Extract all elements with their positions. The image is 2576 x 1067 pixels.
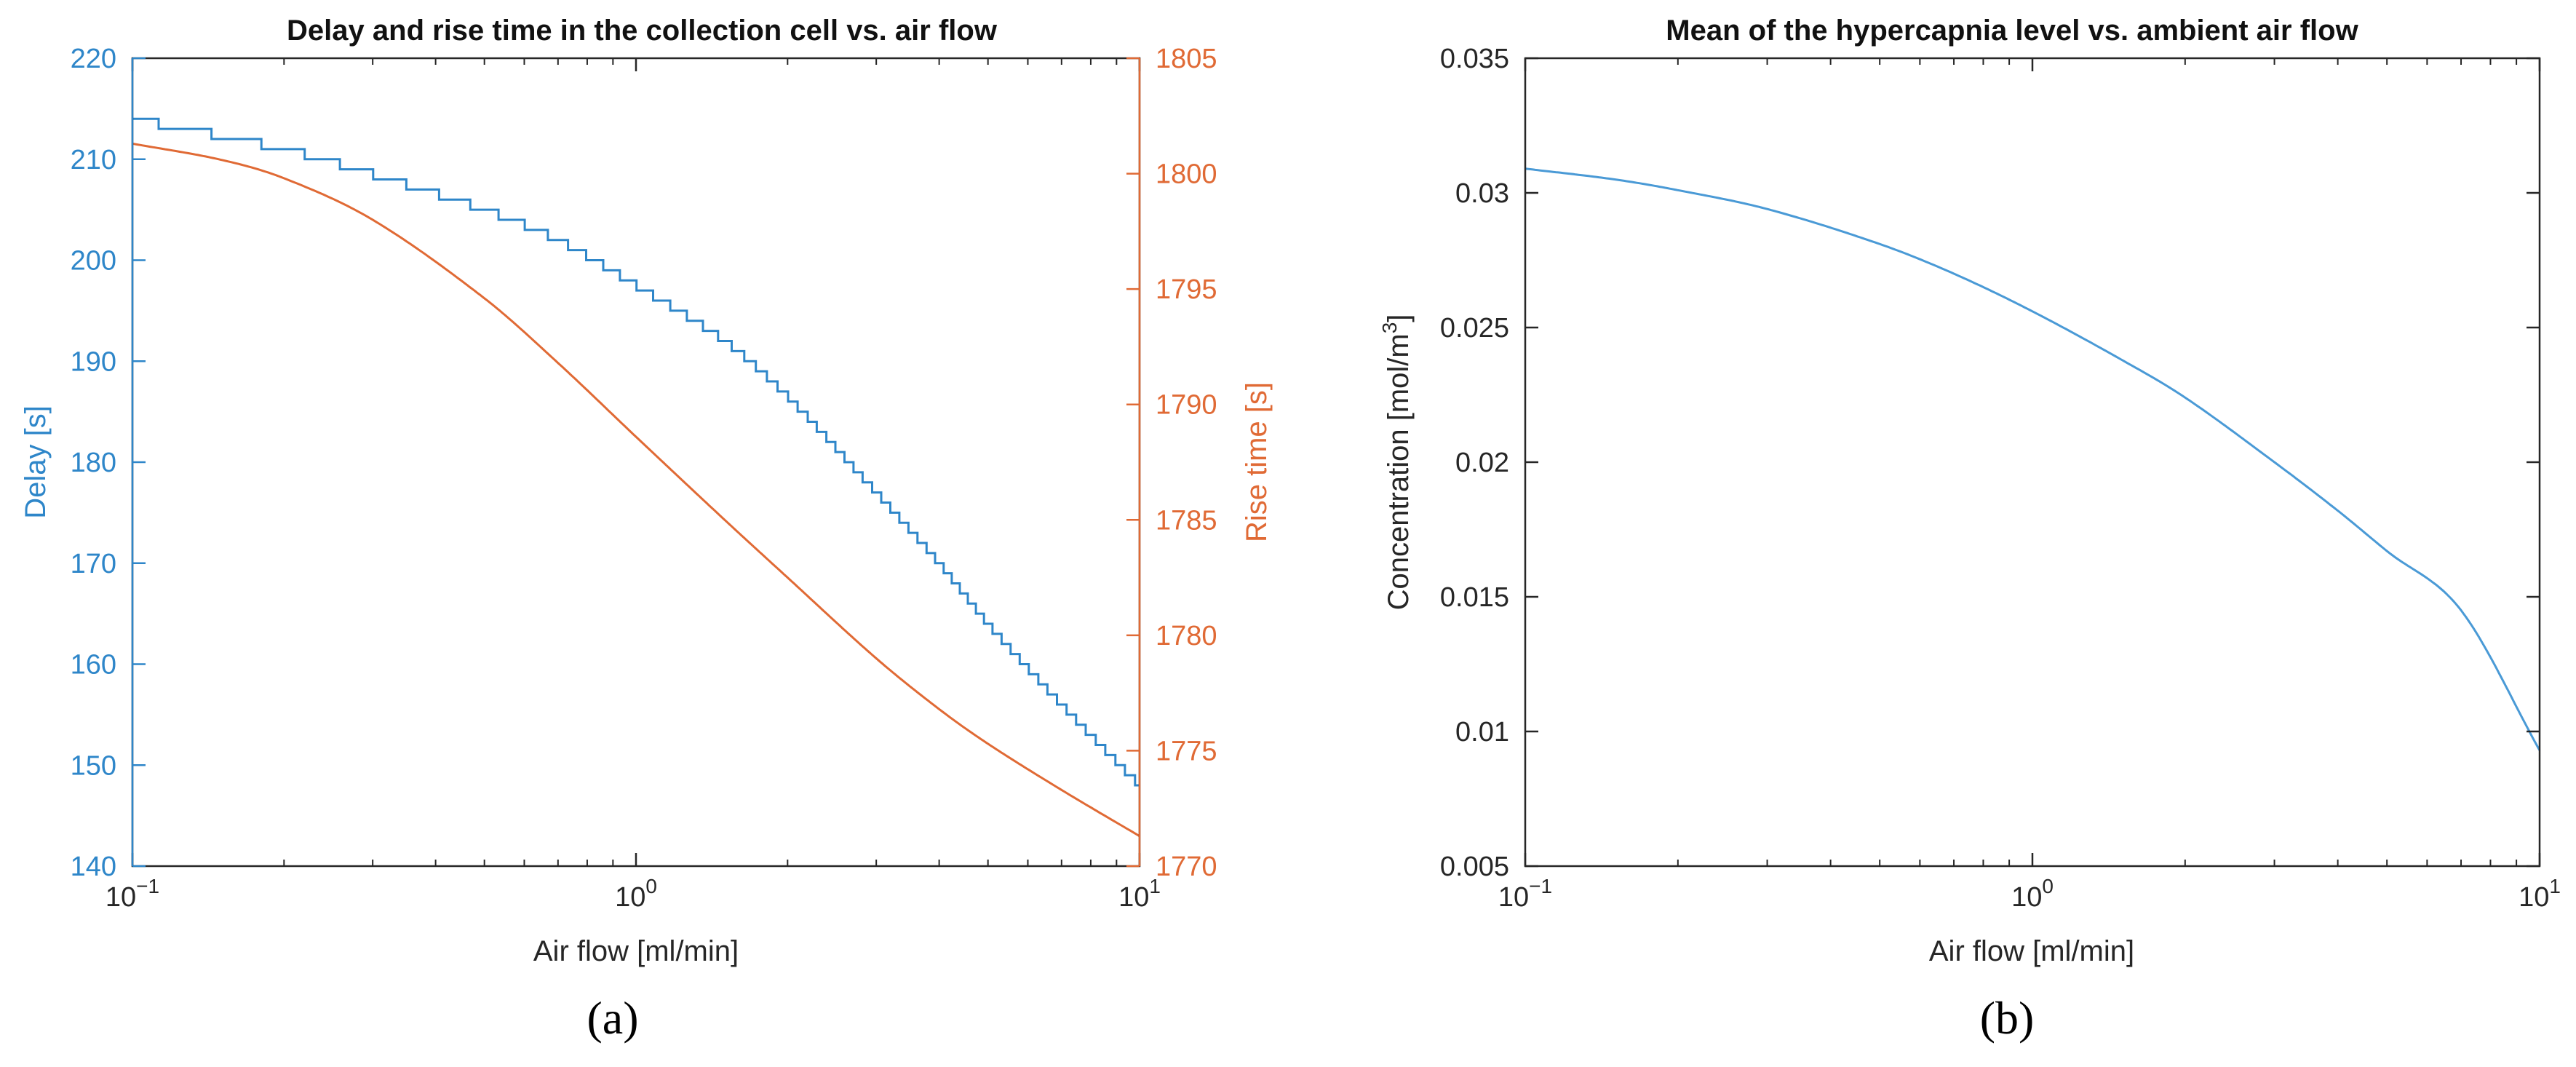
chart-b-series-group [1524,167,2541,751]
chart-a-x-tick-exp: −1 [136,875,159,897]
chart-b-x-tick-base: 10 [2011,882,2042,913]
chart-a-x-tick-label: 10−1 [106,875,159,913]
chart-a-left-y-tick-label: 190 [71,346,116,377]
chart-b-concentration-line [1524,167,2541,751]
chart-a-right-y-tick-label: 1770 [1156,852,1217,882]
chart-b-ticks: 10−1 100 1010.0050.010.0150.020.0250.030.0… [1440,44,2561,913]
chart-a-x-tick-label: 100 [615,875,657,913]
chart-b-plot-frame [1524,57,2541,868]
chart-a-left-y-tick-label: 170 [71,549,116,579]
chart-a-right-y-tick-label: 1785 [1156,505,1217,536]
chart-a-right-y-tick-label: 1805 [1156,44,1217,74]
chart-a-x-tick-base: 10 [106,882,136,913]
chart-b-x-tick-exp: 0 [2042,875,2054,897]
chart-panel-b: Mean of the hypercapnia level vs. ambien… [1378,15,2561,1044]
chart-a-x-tick-exp: 0 [645,875,657,897]
chart-b-x-tick-exp: 1 [2549,875,2561,897]
chart-a-left-y-tick-label: 140 [71,852,116,882]
chart-a-right-y-tick-label: 1800 [1156,159,1217,190]
chart-a-xlabel: Air flow [ml/min] [533,935,739,967]
chart-a-ylabel-left: Delay [s] [20,405,52,519]
chart-b-left-y-tick-label: 0.015 [1440,582,1509,613]
chart-a-x-tick-exp: 1 [1149,875,1161,897]
chart-b-ylabel-sup: 3 [1378,322,1401,334]
chart-a-right-y-tick-label: 1790 [1156,390,1217,421]
chart-a-x-tick-label: 101 [1118,875,1161,913]
chart-a-delay-line [132,117,1140,787]
chart-b-left-y-tick-label: 0.035 [1440,44,1509,74]
chart-a-left-y-tick-label: 180 [71,448,116,478]
chart-a-series-group [132,117,1140,838]
chart-b-x-tick-base: 10 [1498,882,1529,913]
chart-a-left-y-tick-label: 200 [71,246,116,277]
chart-a-x-tick-base: 10 [615,882,645,913]
chart-b-ylabel-main: Concentration [mol/m [1383,333,1415,610]
chart-a-x-tick-base: 10 [1118,882,1149,913]
chart-b-x-tick-base: 10 [2519,882,2549,913]
panel-label-b: (b) [1980,992,2035,1044]
chart-b-x-tick-label: 10−1 [1498,875,1552,913]
chart-b-left-y-tick-label: 0.02 [1455,448,1509,478]
chart-a-title: Delay and rise time in the collection ce… [287,15,998,47]
chart-a-ticks: 10−1 100 101140150160170180190200210220177… [71,44,1217,913]
chart-a-rise-time-line [132,142,1140,838]
chart-b-left-y-tick-label: 0.025 [1440,313,1509,344]
chart-b-x-tick-exp: −1 [1529,875,1552,897]
panel-label-a: (a) [587,992,638,1044]
chart-b-title: Mean of the hypercapnia level vs. ambien… [1666,15,2358,47]
chart-b-x-tick-label: 101 [2519,875,2561,913]
chart-panel-a: Delay and rise time in the collection ce… [20,15,1273,1044]
chart-b-x-tick-label: 100 [2011,875,2054,913]
chart-b-ylabel-tail: ] [1383,314,1415,322]
chart-b-left-y-tick-label: 0.005 [1440,852,1509,882]
chart-a-left-y-tick-label: 210 [71,145,116,175]
chart-a-right-y-tick-label: 1795 [1156,274,1217,305]
chart-b-left-y-tick-label: 0.03 [1455,178,1509,209]
chart-a-left-y-tick-label: 220 [71,44,116,74]
chart-a-right-y-tick-label: 1775 [1156,736,1217,766]
chart-b-left-y-tick-label: 0.01 [1455,717,1509,747]
chart-a-left-y-tick-label: 150 [71,750,116,781]
chart-a-ylabel-right: Rise time [s] [1241,382,1273,542]
chart-a-left-y-tick-label: 160 [71,650,116,681]
chart-b-ylabel: Concentration [mol/m3] [1378,314,1415,611]
chart-a-right-y-tick-label: 1780 [1156,621,1217,651]
chart-b-xlabel: Air flow [ml/min] [1929,935,2134,967]
